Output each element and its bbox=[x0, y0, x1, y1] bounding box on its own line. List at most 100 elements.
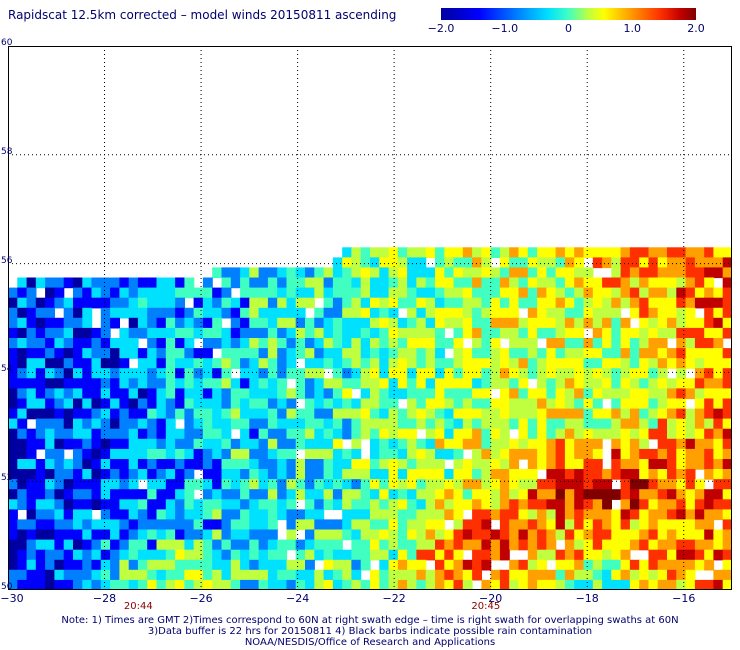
data-cell bbox=[82, 327, 93, 339]
data-cell bbox=[100, 338, 111, 349]
data-cell bbox=[481, 378, 492, 389]
data-cell bbox=[156, 287, 167, 299]
data-cell bbox=[425, 509, 436, 521]
data-cell bbox=[258, 297, 269, 309]
data-cell bbox=[230, 418, 241, 430]
data-cell bbox=[481, 297, 492, 309]
data-cell bbox=[388, 479, 399, 490]
data-cell bbox=[110, 519, 120, 531]
data-cell bbox=[388, 317, 399, 329]
data-cell bbox=[119, 388, 130, 400]
data-cell bbox=[286, 519, 297, 531]
data-cell bbox=[82, 438, 93, 450]
data-cell bbox=[202, 307, 213, 319]
data-cell bbox=[202, 317, 213, 329]
data-cell bbox=[657, 267, 668, 279]
data-cell bbox=[314, 277, 325, 289]
data-cell bbox=[156, 348, 167, 359]
data-cell bbox=[639, 307, 650, 319]
data-cell bbox=[509, 378, 520, 389]
data-cell bbox=[583, 529, 594, 541]
data-cell bbox=[73, 448, 83, 460]
data-cell bbox=[416, 297, 427, 309]
data-cell bbox=[694, 368, 705, 379]
data-cell bbox=[555, 459, 566, 470]
data-cell bbox=[370, 287, 380, 299]
data-cell bbox=[425, 479, 436, 490]
data-cell bbox=[100, 277, 111, 289]
data-cell bbox=[518, 317, 529, 329]
data-cell bbox=[175, 448, 185, 460]
data-cell bbox=[425, 327, 436, 339]
data-cell bbox=[202, 529, 213, 541]
data-cell bbox=[667, 519, 677, 531]
data-cell bbox=[277, 297, 288, 309]
data-cell bbox=[91, 459, 102, 470]
data-cell bbox=[156, 539, 167, 551]
data-cell bbox=[63, 327, 74, 339]
data-cell bbox=[73, 559, 83, 571]
data-cell bbox=[704, 378, 715, 389]
data-cell bbox=[230, 327, 241, 339]
data-cell bbox=[704, 448, 715, 460]
data-cell bbox=[45, 398, 55, 410]
data-cell bbox=[648, 448, 659, 460]
data-cell bbox=[175, 539, 185, 551]
data-cell bbox=[388, 307, 399, 319]
data-cell bbox=[648, 257, 659, 269]
data-cell bbox=[119, 499, 130, 510]
data-cell bbox=[676, 489, 687, 500]
longitude-label: −30 bbox=[0, 592, 24, 605]
data-cell bbox=[639, 459, 650, 470]
data-cell bbox=[704, 358, 715, 369]
data-cell bbox=[509, 257, 520, 269]
data-cell bbox=[202, 378, 213, 389]
data-cell bbox=[397, 297, 408, 309]
data-cell bbox=[639, 539, 650, 551]
data-cell bbox=[509, 448, 520, 460]
data-cell bbox=[249, 398, 260, 410]
data-cell bbox=[360, 388, 371, 400]
data-cell bbox=[249, 408, 260, 420]
data-cell bbox=[286, 489, 297, 500]
data-cell bbox=[518, 418, 529, 430]
data-cell bbox=[574, 348, 585, 359]
data-cell bbox=[54, 338, 65, 349]
data-cell bbox=[342, 509, 353, 521]
data-cell bbox=[370, 448, 380, 460]
data-cell bbox=[8, 358, 18, 369]
data-cell bbox=[713, 549, 724, 561]
data-cell bbox=[611, 408, 622, 420]
data-cell bbox=[453, 277, 464, 289]
data-cell bbox=[639, 257, 650, 269]
data-cell bbox=[54, 277, 65, 289]
data-cell bbox=[45, 459, 55, 470]
data-cell bbox=[407, 529, 417, 541]
data-cell bbox=[555, 479, 566, 490]
data-cell bbox=[54, 519, 65, 531]
data-cell bbox=[564, 469, 575, 480]
data-cell bbox=[490, 529, 501, 541]
notes: Note: 1) Times are GMT 2)Times correspon… bbox=[0, 615, 740, 648]
data-cell bbox=[73, 348, 83, 359]
data-cell bbox=[676, 257, 687, 269]
data-cell bbox=[453, 438, 464, 450]
data-cell bbox=[574, 287, 585, 299]
data-cell bbox=[258, 327, 269, 339]
data-cell bbox=[407, 549, 417, 561]
data-cell bbox=[342, 549, 353, 561]
data-cell bbox=[694, 388, 705, 400]
data-cell bbox=[267, 559, 278, 571]
data-cell bbox=[295, 388, 306, 400]
data-cell bbox=[230, 358, 241, 369]
data-cell bbox=[453, 569, 464, 581]
data-cell bbox=[537, 569, 547, 581]
data-cell bbox=[499, 398, 510, 410]
data-cell bbox=[147, 549, 158, 561]
data-cell bbox=[100, 549, 111, 561]
data-cell bbox=[351, 448, 362, 460]
data-cell bbox=[258, 398, 269, 410]
data-cell bbox=[295, 378, 306, 389]
data-cell bbox=[435, 438, 445, 450]
data-cell bbox=[73, 428, 83, 440]
